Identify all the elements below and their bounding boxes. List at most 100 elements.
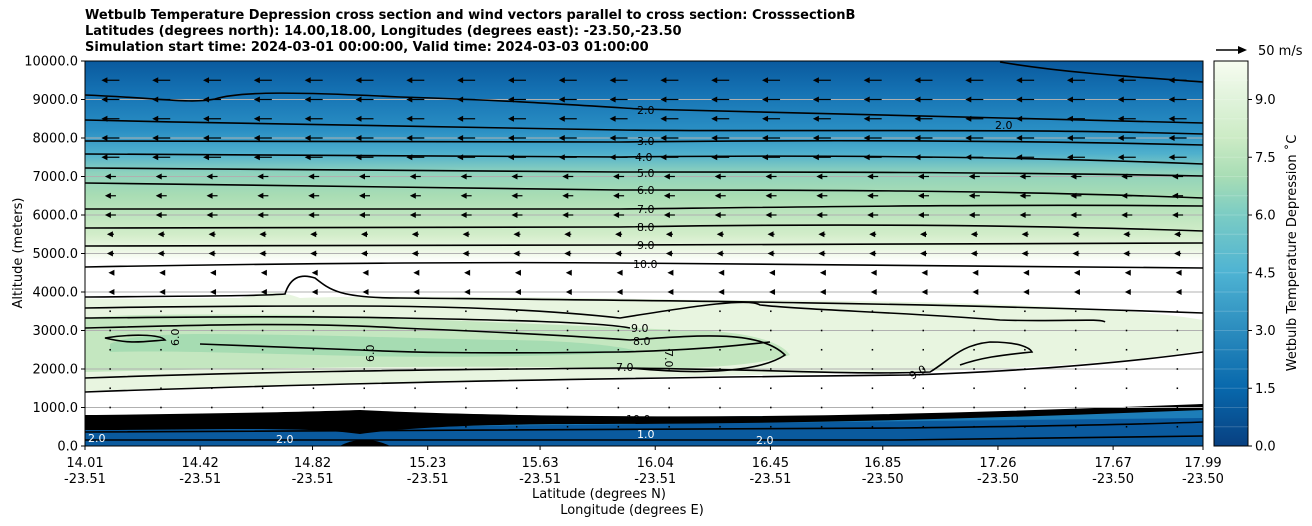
wind-vector-head	[918, 192, 924, 199]
x-tick-label-longitude: -23.51	[64, 472, 106, 487]
wind-vector	[312, 310, 315, 313]
wind-vector	[617, 387, 620, 390]
wind-vector-head	[711, 96, 718, 103]
wind-vector	[820, 329, 823, 332]
wind-vector-head	[460, 173, 467, 180]
x-axis-label-longitude: Longitude (degrees E)	[560, 503, 704, 518]
wind-vector	[770, 425, 772, 428]
wind-vector	[1176, 387, 1179, 390]
wind-vector-head	[152, 135, 159, 141]
y-tick-label: 10000.0	[24, 55, 78, 70]
wind-vector-head	[558, 96, 565, 103]
wind-vector-head	[257, 173, 264, 180]
wind-vector-head	[765, 192, 772, 199]
wind-vector-head	[210, 289, 217, 295]
wind-vector-head	[511, 212, 518, 218]
wind-vector-head	[769, 269, 776, 276]
wind-vector	[160, 310, 162, 313]
wind-vector-head	[558, 77, 565, 84]
contour-label: 8.0	[633, 335, 651, 348]
wind-vector	[820, 310, 823, 313]
wind-vector	[973, 310, 975, 313]
contour-line	[104, 334, 167, 343]
wind-vector	[414, 387, 416, 390]
wind-vector-head	[558, 154, 565, 161]
y-tick-label: 3000.0	[33, 324, 79, 339]
wind-vector-head	[616, 269, 623, 276]
wind-vector	[312, 348, 315, 351]
wind-vector-head	[311, 289, 318, 295]
wind-vector-head	[918, 212, 924, 218]
wind-vector-head	[253, 96, 260, 103]
wind-vector-head	[1016, 96, 1023, 103]
wind-vector-head	[464, 269, 471, 276]
wind-vector	[1176, 406, 1179, 409]
wind-vector-head	[155, 212, 162, 218]
wind-vector-head	[769, 289, 776, 295]
wind-vector	[668, 329, 670, 332]
wind-vector	[211, 425, 213, 428]
wind-vector	[973, 406, 975, 409]
colorbar	[1213, 60, 1249, 447]
wind-vector-head	[615, 231, 622, 238]
wind-vector	[770, 348, 772, 351]
wind-vector-head	[1117, 154, 1124, 161]
wind-vector-head	[413, 289, 420, 295]
wind-vector	[515, 425, 518, 428]
wind-vector-head	[660, 154, 667, 161]
wind-vector	[261, 310, 264, 313]
wind-vector-head	[411, 231, 418, 238]
wind-vector	[1176, 425, 1179, 428]
wind-vector	[363, 406, 365, 409]
wind-vector	[922, 425, 924, 428]
x-tick-label-longitude: -23.51	[179, 472, 221, 487]
wind-vector	[719, 329, 721, 332]
wind-vector-head	[413, 269, 420, 276]
contour-label: 10.0	[626, 413, 651, 426]
wind-vector-head	[355, 115, 362, 122]
wind-vector-head	[1070, 212, 1077, 218]
wind-vector-head	[968, 173, 975, 180]
wind-vector-head	[1124, 289, 1131, 295]
wind-vector	[109, 348, 111, 351]
wind-vector-head	[411, 250, 418, 257]
wind-vector	[1074, 406, 1077, 409]
wind-vector	[465, 348, 467, 351]
wind-vector-head	[965, 77, 972, 84]
mid-layer-moist-core	[110, 334, 640, 357]
contour-label: 9.0	[631, 322, 649, 335]
contour-labels: 2.0 2.0 3.0 4.0 5.0 6.0 7.0 8.0 9.0 10.0…	[88, 104, 1013, 447]
wind-vector	[465, 387, 467, 390]
wind-vector-head	[564, 250, 571, 257]
wind-vector	[668, 368, 670, 370]
wind-vector-head	[918, 173, 924, 180]
wind-vector-head	[663, 212, 670, 218]
wind-vector-head	[1072, 250, 1079, 257]
contour-line	[85, 119, 1203, 135]
wind-vector	[617, 310, 620, 313]
wind-vector-head	[663, 173, 670, 180]
x-axis-label-latitude: Latitude (degrees N)	[532, 487, 666, 502]
wind-vector-head	[457, 154, 464, 161]
wind-vector	[820, 387, 823, 390]
wind-vector-head	[1117, 115, 1124, 122]
contour-lines	[85, 61, 1203, 441]
wind-vector-head	[159, 289, 166, 295]
wind-vector-head	[762, 96, 769, 103]
wind-vector	[465, 329, 467, 332]
wind-vector	[770, 406, 772, 409]
wind-vector-head	[157, 250, 164, 257]
contour-label: 2.0	[995, 119, 1013, 132]
wind-vector	[719, 348, 721, 351]
wind-vector-head	[615, 250, 622, 257]
x-tick-label-longitude: -23.50	[1092, 472, 1134, 487]
wind-vector-head	[819, 289, 826, 295]
x-tick-label-latitude: 15.63	[521, 456, 558, 471]
contour-line	[85, 204, 1203, 210]
wind-vector	[770, 387, 772, 390]
wind-vector-head	[1124, 269, 1131, 276]
colorbar-tick-label: 9.0	[1255, 93, 1276, 108]
wind-vector-head	[1016, 135, 1023, 141]
wind-vector	[719, 387, 721, 390]
